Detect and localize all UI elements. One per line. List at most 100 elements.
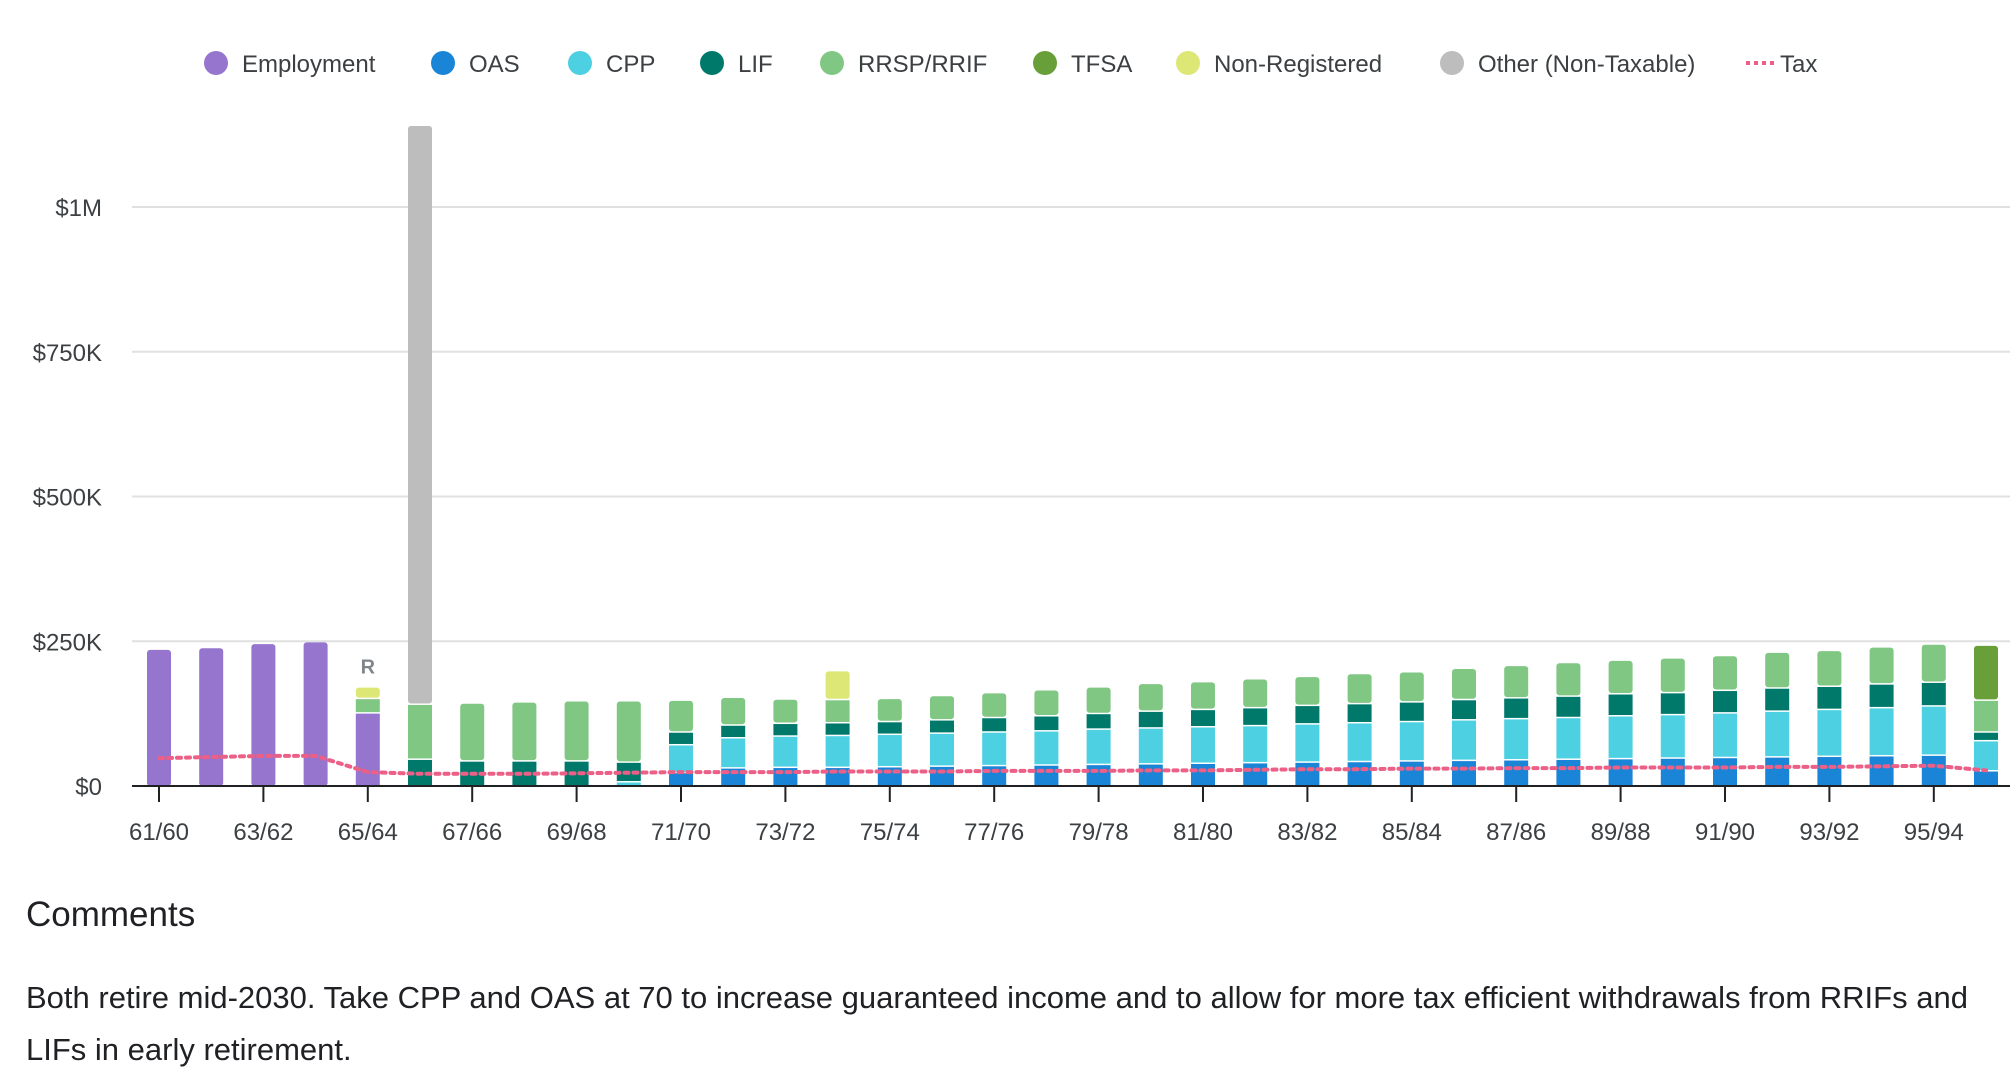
bar-lif-88-87[interactable] (1556, 696, 1581, 717)
bar-oas-87-86[interactable] (1504, 760, 1529, 786)
bar-lif-72-71[interactable] (721, 725, 746, 738)
legend-item-other-non-taxable[interactable]: Other (Non-Taxable) (1440, 51, 1695, 78)
bar-cpp-86-85[interactable] (1452, 720, 1476, 760)
bar-oas-86-85[interactable] (1452, 761, 1476, 786)
bar-lif-92-91[interactable] (1765, 688, 1790, 711)
bar-oas-79-78[interactable] (1086, 765, 1111, 786)
bar-rrsp-rrif-76-75[interactable] (930, 696, 954, 720)
bar-lif-73-72[interactable] (773, 724, 798, 736)
bar-cpp-94-93[interactable] (1869, 708, 1894, 755)
bar-rrsp-rrif-70-69[interactable] (616, 701, 641, 762)
bar-lif-93-92[interactable] (1817, 686, 1842, 709)
bar-lif-86-85[interactable] (1452, 700, 1476, 720)
bar-lif-90-89[interactable] (1660, 693, 1685, 714)
bar-oas-80-79[interactable] (1138, 764, 1163, 786)
bar-rrsp-rrif-90-89[interactable] (1660, 658, 1685, 692)
bar-cpp-81-80[interactable] (1191, 727, 1215, 763)
bar-rrsp-rrif-79-78[interactable] (1086, 687, 1111, 713)
bar-lif-74-73[interactable] (825, 723, 850, 735)
bar-oas-89-88[interactable] (1608, 759, 1633, 786)
bar-lif-84-83[interactable] (1347, 704, 1372, 722)
bar-cpp-72-71[interactable] (721, 738, 746, 768)
bar-cpp-74-73[interactable] (825, 736, 850, 767)
bar-cpp-93-92[interactable] (1817, 710, 1842, 756)
bar-rrsp-rrif-92-91[interactable] (1765, 652, 1790, 688)
bar-cpp-95-94[interactable] (1921, 706, 1946, 755)
bar-non-registered-74-73[interactable] (825, 671, 850, 699)
bar-rrsp-rrif-94-93[interactable] (1869, 647, 1894, 684)
bar-cpp-78-77[interactable] (1034, 731, 1059, 765)
bar-cpp-92-91[interactable] (1765, 711, 1790, 757)
bar-oas-78-77[interactable] (1034, 765, 1059, 786)
bar-rrsp-rrif-69-68[interactable] (564, 701, 589, 761)
bar-lif-96-95[interactable] (1974, 732, 1998, 740)
legend-item-tfsa[interactable]: TFSA (1033, 51, 1132, 78)
bar-rrsp-rrif-71-70[interactable] (669, 700, 693, 732)
bar-rrsp-rrif-78-77[interactable] (1034, 690, 1059, 716)
legend-item-employment[interactable]: Employment (204, 51, 376, 78)
bar-oas-84-83[interactable] (1347, 762, 1372, 786)
bar-rrsp-rrif-89-88[interactable] (1608, 660, 1633, 694)
bar-employment-65-64[interactable] (355, 713, 380, 786)
bar-rrsp-rrif-77-76[interactable] (982, 693, 1007, 717)
legend-item-oas[interactable]: OAS (431, 51, 520, 78)
bar-cpp-75-74[interactable] (877, 735, 902, 766)
bar-cpp-73-72[interactable] (773, 736, 798, 767)
bar-oas-83-82[interactable] (1295, 762, 1320, 786)
legend-item-cpp[interactable]: CPP (568, 51, 655, 78)
bar-cpp-82-81[interactable] (1243, 726, 1268, 762)
bar-cpp-88-87[interactable] (1556, 718, 1581, 759)
bar-rrsp-rrif-84-83[interactable] (1347, 674, 1372, 703)
bar-employment-64-63[interactable] (303, 642, 328, 786)
bar-cpp-91-90[interactable] (1713, 713, 1737, 757)
bar-rrsp-rrif-80-79[interactable] (1138, 684, 1163, 711)
bar-cpp-76-75[interactable] (930, 733, 954, 766)
bar-rrsp-rrif-73-72[interactable] (773, 699, 798, 723)
bar-cpp-90-89[interactable] (1660, 715, 1685, 758)
bar-rrsp-rrif-91-90[interactable] (1713, 656, 1737, 690)
bar-rrsp-rrif-85-84[interactable] (1399, 672, 1424, 702)
legend-item-lif[interactable]: LIF (700, 51, 773, 78)
bar-rrsp-rrif-82-81[interactable] (1243, 679, 1268, 707)
bar-non-registered-65-64[interactable] (355, 687, 380, 698)
bar-oas-85-84[interactable] (1399, 761, 1424, 786)
bar-lif-83-82[interactable] (1295, 706, 1320, 724)
bar-employment-61-60[interactable] (147, 649, 171, 786)
bar-oas-92-91[interactable] (1765, 757, 1790, 786)
bar-cpp-84-83[interactable] (1347, 723, 1372, 761)
bar-lif-95-94[interactable] (1921, 682, 1946, 706)
bar-rrsp-rrif-83-82[interactable] (1295, 677, 1320, 705)
bar-cpp-96-95[interactable] (1974, 741, 1998, 771)
legend-item-non-registered[interactable]: Non-Registered (1176, 51, 1382, 78)
bar-lif-79-78[interactable] (1086, 714, 1111, 729)
bar-lif-85-84[interactable] (1399, 702, 1424, 721)
bar-oas-71-70[interactable] (669, 773, 693, 786)
bar-rrsp-rrif-87-86[interactable] (1504, 666, 1529, 698)
bar-cpp-77-76[interactable] (982, 732, 1007, 765)
bar-rrsp-rrif-65-64[interactable] (355, 699, 380, 713)
bar-rrsp-rrif-75-74[interactable] (877, 699, 902, 721)
bar-cpp-71-70[interactable] (669, 745, 693, 772)
bar-oas-91-90[interactable] (1713, 758, 1737, 786)
bar-lif-77-76[interactable] (982, 718, 1007, 732)
bar-lif-78-77[interactable] (1034, 716, 1059, 731)
bar-lif-94-93[interactable] (1869, 684, 1894, 707)
bar-oas-94-93[interactable] (1869, 756, 1894, 786)
bar-lif-82-81[interactable] (1243, 708, 1268, 725)
bar-employment-63-62[interactable] (251, 644, 276, 786)
bar-lif-87-86[interactable] (1504, 698, 1529, 718)
bar-oas-81-80[interactable] (1191, 763, 1215, 786)
bar-other-non-taxable-66-65[interactable] (408, 125, 432, 704)
bar-oas-95-94[interactable] (1921, 755, 1946, 786)
bar-tfsa-96-95[interactable] (1974, 645, 1998, 700)
legend-item-rrsp-rrif[interactable]: RRSP/RRIF (820, 51, 987, 78)
bar-rrsp-rrif-95-94[interactable] (1921, 644, 1946, 682)
bar-rrsp-rrif-81-80[interactable] (1191, 682, 1215, 709)
bar-lif-89-88[interactable] (1608, 694, 1633, 716)
bar-rrsp-rrif-74-73[interactable] (825, 700, 850, 722)
bar-lif-81-80[interactable] (1191, 710, 1215, 727)
bar-rrsp-rrif-66-65[interactable] (408, 704, 432, 759)
bar-oas-88-87[interactable] (1556, 759, 1581, 786)
bar-oas-82-81[interactable] (1243, 763, 1268, 786)
bar-cpp-89-88[interactable] (1608, 716, 1633, 758)
